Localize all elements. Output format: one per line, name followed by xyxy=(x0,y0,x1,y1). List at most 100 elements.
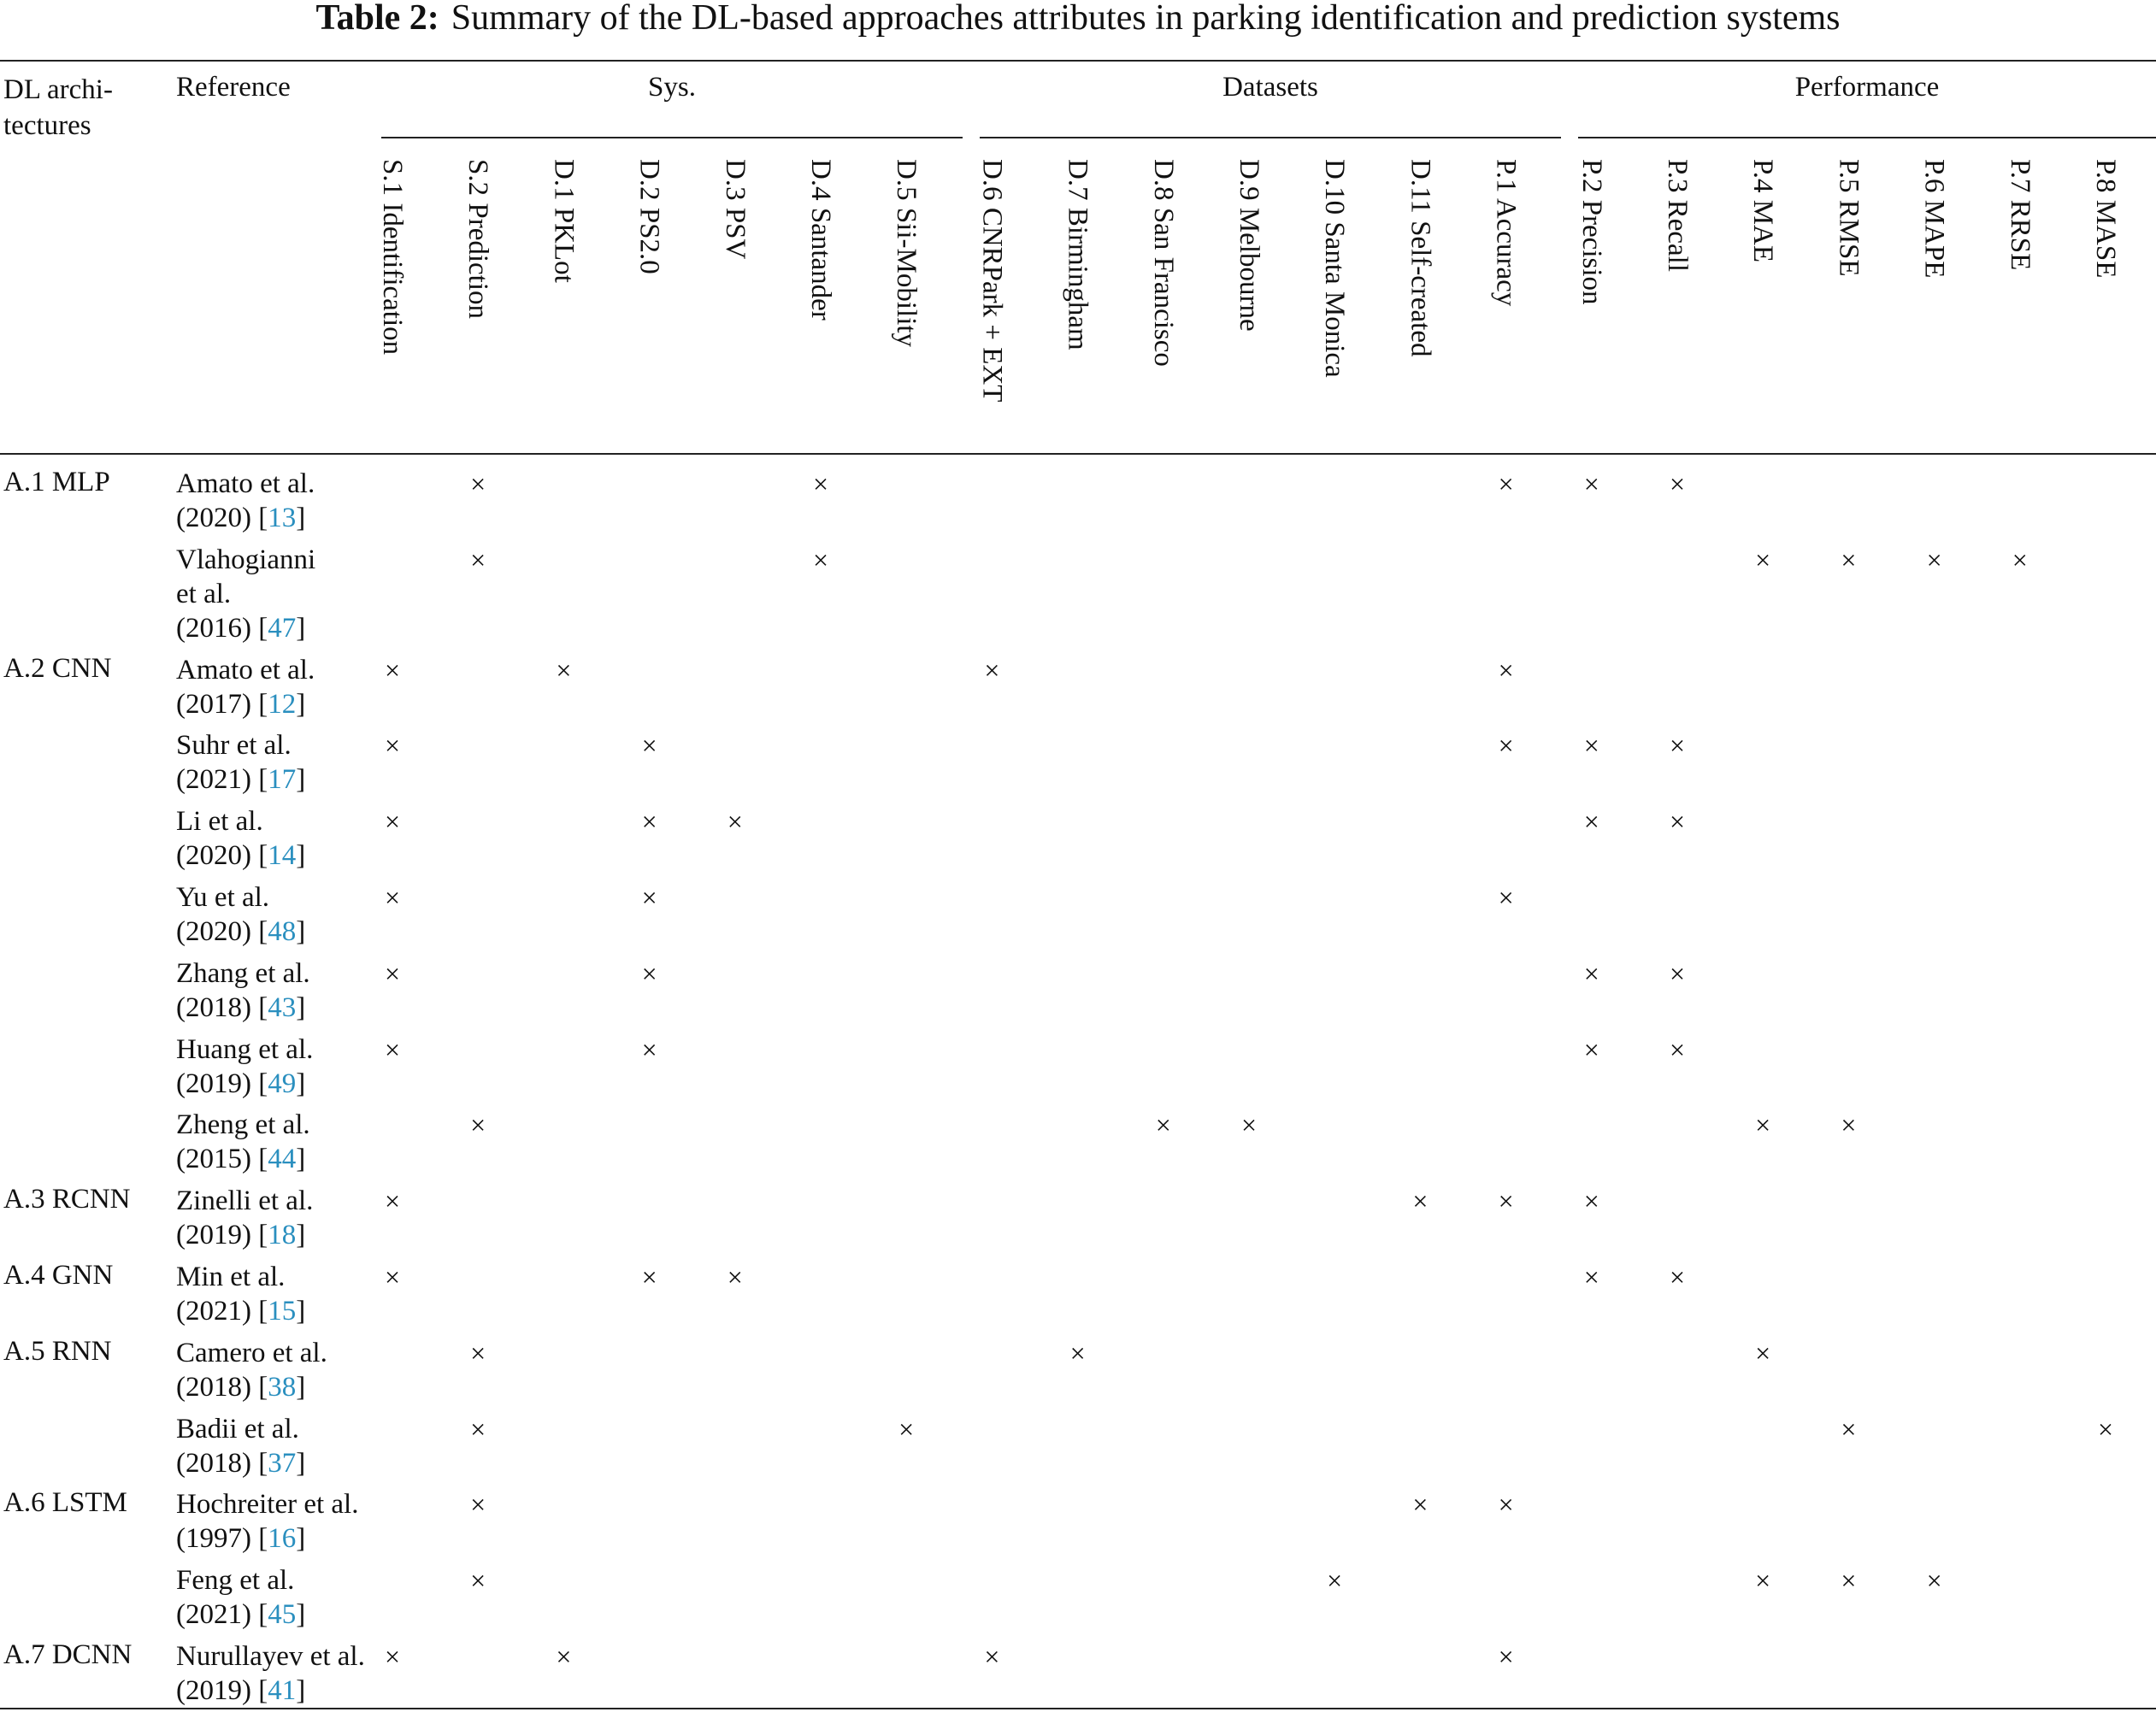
attribute-mark: × xyxy=(1841,1565,1857,1597)
attribute-mark: × xyxy=(1155,1109,1171,1141)
reference-cell: Min et al. (2021) [15] xyxy=(176,1260,381,1328)
attribute-mark: × xyxy=(1841,544,1857,575)
attribute-mark: × xyxy=(470,1109,486,1141)
reference-cell: Zhang et al. (2018) [43] xyxy=(176,956,381,1025)
reference-cell: Amato et al. (2017) [12] xyxy=(176,653,381,721)
attribute-mark: × xyxy=(384,730,401,762)
reference-year: (2018) [43] xyxy=(176,991,306,1023)
architecture-label: A.5 RNN xyxy=(3,1335,112,1367)
attribute-mark: × xyxy=(470,468,486,499)
citation-link[interactable]: 45 xyxy=(268,1599,297,1631)
column-header: D.5 Sii-Mobility xyxy=(891,159,922,348)
reference-authors-cont: et al. xyxy=(176,578,232,609)
citation-link[interactable]: 41 xyxy=(268,1675,297,1706)
reference-cell: Amato et al. (2020) [13] xyxy=(176,467,381,535)
reference-cell: Zinelli et al. (2019) [18] xyxy=(176,1184,381,1252)
citation-link[interactable]: 17 xyxy=(268,764,297,796)
reference-year: (1997) [16] xyxy=(176,1523,306,1555)
attribute-mark: × xyxy=(727,806,743,838)
group-rule-performance xyxy=(1578,137,2156,138)
reference-cell: Hochreiter et al. (1997) [16] xyxy=(176,1487,381,1556)
reference-year: (2015) [44] xyxy=(176,1144,306,1175)
attribute-mark: × xyxy=(1755,1109,1771,1141)
attribute-mark: × xyxy=(1583,957,1599,989)
citation-link[interactable]: 13 xyxy=(268,503,297,533)
attribute-mark: × xyxy=(1755,544,1771,575)
reference-year: (2021) [15] xyxy=(176,1296,306,1327)
reference-year: (2021) [45] xyxy=(176,1599,306,1631)
attribute-mark: × xyxy=(1069,1337,1086,1368)
attribute-mark: × xyxy=(556,1641,572,1672)
reference-year: (2019) [49] xyxy=(176,1068,306,1099)
citation-link[interactable]: 44 xyxy=(268,1144,297,1175)
citation-link[interactable]: 48 xyxy=(268,916,297,947)
reference-year: (2019) [41] xyxy=(176,1675,306,1706)
caption-label: Table 2: xyxy=(315,0,439,38)
architecture-label: A.7 DCNN xyxy=(3,1639,133,1670)
caption-text: Summary of the DL-based approaches attri… xyxy=(451,0,1841,38)
attribute-mark: × xyxy=(1498,1185,1514,1217)
column-header: P.1 Accuracy xyxy=(1490,159,1522,307)
attribute-mark: × xyxy=(1498,1641,1514,1672)
attribute-mark: × xyxy=(1926,544,1942,575)
attribute-mark: × xyxy=(1583,468,1599,499)
group-rule-datasets xyxy=(980,137,1561,138)
attribute-mark: × xyxy=(984,654,1000,685)
reference-cell: Zheng et al. (2015) [44] xyxy=(176,1108,381,1176)
attribute-mark: × xyxy=(384,654,401,685)
column-header: D.6 CNRPark + EXT xyxy=(976,159,1008,403)
attribute-mark: × xyxy=(1412,1489,1428,1521)
attribute-mark: × xyxy=(2097,1413,2114,1444)
attribute-mark: × xyxy=(2012,544,2028,575)
attribute-mark: × xyxy=(470,544,486,575)
citation-link[interactable]: 18 xyxy=(268,1220,297,1251)
reference-authors: Zhang et al. xyxy=(176,957,310,989)
citation-link[interactable]: 37 xyxy=(268,1447,297,1479)
column-header: D.2 PS2.0 xyxy=(633,159,665,274)
citation-link[interactable]: 38 xyxy=(268,1371,297,1403)
reference-cell: Huang et al. (2019) [49] xyxy=(176,1032,381,1101)
column-header: P.3 Recall xyxy=(1662,159,1693,272)
column-header: P.2 Precision xyxy=(1576,159,1607,305)
citation-link[interactable]: 43 xyxy=(268,991,297,1023)
architecture-label: A.2 CNN xyxy=(3,652,112,684)
citation-link[interactable]: 49 xyxy=(268,1068,297,1099)
attribute-mark: × xyxy=(1412,1185,1428,1217)
attribute-mark: × xyxy=(641,1262,657,1292)
reference-authors: Amato et al. xyxy=(176,468,315,499)
attribute-mark: × xyxy=(641,730,657,762)
reference-authors: Vlahogianni xyxy=(176,544,316,575)
attribute-mark: × xyxy=(1669,468,1686,499)
column-header: S.2 Prediction xyxy=(462,159,494,319)
reference-cell: Badii et al. (2018) [37] xyxy=(176,1412,381,1480)
citation-link[interactable]: 15 xyxy=(268,1296,297,1327)
attribute-mark: × xyxy=(1841,1413,1857,1444)
citation-link[interactable]: 14 xyxy=(268,840,297,872)
reference-authors: Nurullayev et al. xyxy=(176,1641,365,1672)
citation-link[interactable]: 16 xyxy=(268,1523,297,1555)
header-bottom-rule xyxy=(0,453,2156,455)
column-header: D.1 PKLot xyxy=(548,159,580,283)
citation-link[interactable]: 47 xyxy=(268,612,297,644)
attribute-mark: × xyxy=(470,1337,486,1368)
group-header-sys: Sys. xyxy=(648,72,696,103)
reference-year: (2018) [37] xyxy=(176,1447,306,1479)
citation-link[interactable]: 12 xyxy=(268,688,297,720)
attribute-mark: × xyxy=(1498,882,1514,913)
attribute-mark: × xyxy=(384,1185,401,1217)
attribute-mark: × xyxy=(1498,654,1514,685)
attribute-mark: × xyxy=(384,1033,401,1065)
column-header: D.8 San Francisco xyxy=(1147,159,1179,367)
architecture-label: A.6 LSTM xyxy=(3,1487,127,1519)
attribute-mark: × xyxy=(470,1489,486,1521)
reference-year: (2021) [17] xyxy=(176,764,306,796)
reference-cell: Feng et al. (2021) [45] xyxy=(176,1563,381,1632)
architecture-label: A.1 MLP xyxy=(3,467,110,497)
attribute-mark: × xyxy=(1327,1565,1343,1597)
column-header: P.6 MAPE xyxy=(1918,159,1950,279)
reference-authors: Camero et al. xyxy=(176,1337,327,1368)
architecture-label: A.4 GNN xyxy=(3,1260,114,1291)
attribute-mark: × xyxy=(641,1033,657,1065)
column-header: D.7 Birmingham xyxy=(1062,159,1093,350)
attribute-mark: × xyxy=(1669,806,1686,838)
